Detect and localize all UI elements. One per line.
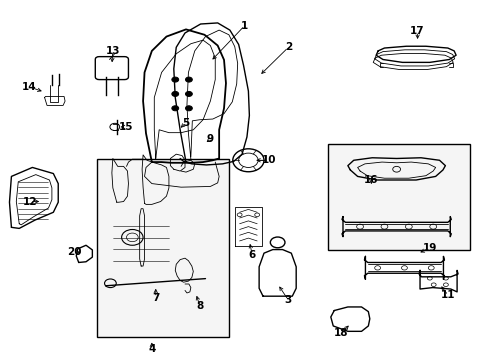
FancyBboxPatch shape (95, 57, 128, 80)
Text: 11: 11 (440, 291, 455, 301)
Text: 5: 5 (182, 118, 189, 128)
Text: 19: 19 (422, 243, 436, 253)
Text: 8: 8 (196, 301, 203, 311)
Circle shape (171, 77, 178, 82)
Text: 6: 6 (248, 250, 255, 260)
Text: 14: 14 (21, 82, 36, 92)
Text: 15: 15 (119, 122, 134, 132)
Text: 12: 12 (22, 197, 37, 207)
Circle shape (185, 91, 192, 96)
Text: 9: 9 (206, 134, 213, 144)
Text: 16: 16 (363, 175, 378, 185)
Text: 10: 10 (261, 155, 276, 165)
Text: 2: 2 (284, 42, 291, 52)
Text: 13: 13 (105, 46, 120, 56)
Text: 17: 17 (409, 26, 424, 36)
Circle shape (171, 106, 178, 111)
Text: 1: 1 (241, 21, 247, 31)
Text: 4: 4 (148, 344, 155, 354)
Circle shape (185, 77, 192, 82)
Text: 18: 18 (333, 328, 347, 338)
Bar (97, 159, 228, 337)
Text: 7: 7 (152, 293, 159, 303)
Text: 20: 20 (67, 247, 82, 257)
Circle shape (171, 91, 178, 96)
Circle shape (185, 106, 192, 111)
Text: 3: 3 (284, 295, 291, 305)
Bar (328, 144, 469, 250)
